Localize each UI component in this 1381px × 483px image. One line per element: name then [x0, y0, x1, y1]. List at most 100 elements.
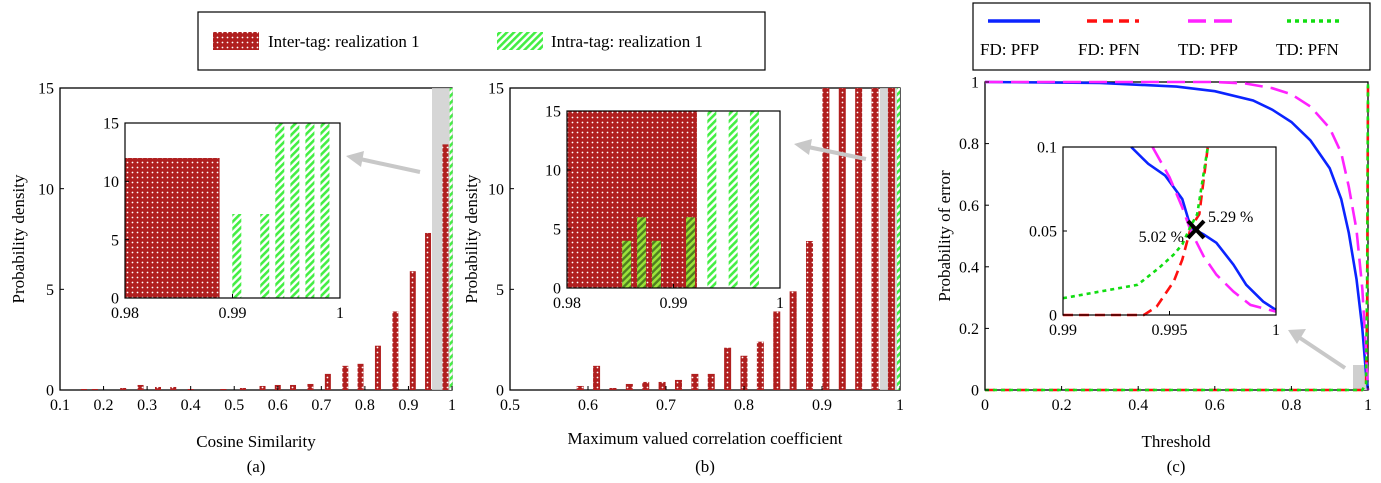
panel-b-ylabel: Probability density	[462, 174, 481, 303]
legend-intra-swatch	[497, 32, 543, 50]
panel-a-inset-xtick-label: 0.99	[219, 305, 247, 322]
panel-b-inset-xtick-label: 0.99	[660, 295, 688, 312]
panel-b-inter-bar	[658, 381, 666, 390]
panel-b-inter-bar	[642, 381, 650, 390]
legend-td-pfn-label: TD: PFN	[1276, 40, 1339, 59]
panel-a-inset-intra-bar	[275, 123, 285, 298]
panel-a-xtick-label: 0.9	[398, 397, 418, 414]
panel-c-ylabel: Probability of error	[935, 170, 954, 302]
panel-b-inter-bar	[855, 88, 863, 390]
panel-a-inset-ytick-label: 0	[111, 291, 119, 308]
panel-a-ytick-label: 10	[38, 181, 54, 198]
panel-c-series-td-pfn	[985, 81, 1370, 392]
panel-a-inter-bar	[290, 384, 297, 390]
crossing-marker	[1186, 219, 1206, 240]
panel-a-inter-bar	[170, 386, 177, 390]
panel-c-ytick-label: 0.4	[959, 259, 979, 276]
panel-c-xtick-label: 0.8	[1281, 397, 1301, 414]
panel-b-inter-bar	[724, 347, 732, 390]
panel-b-inter-bar	[756, 341, 764, 390]
panel-b-inset-intra-bar	[749, 111, 759, 288]
panel-c-inset-series-td-pfn	[1062, 146, 1210, 300]
panel-c-zoom-arrow	[1298, 336, 1347, 370]
panel-a-inset-ytick-label: 5	[111, 232, 119, 249]
panel-c-label: (c)	[1167, 457, 1186, 476]
panel-b-xtick-label: 0.5	[500, 397, 520, 414]
panel-a-zoom-arrow	[359, 157, 421, 174]
panel-c-ytick-label: 0.8	[959, 136, 979, 153]
panel-b-inset-intra-bar	[686, 217, 696, 288]
legend-c: FD: PFP FD: PFN TD: PFP TD: PFN	[972, 2, 1371, 71]
panel-b-inter-bar	[707, 373, 715, 390]
panel-a-inter-bar	[220, 388, 227, 390]
panel-b-inset-ytick-label: 15	[545, 104, 561, 121]
panel-a-xtick-label: 0.5	[224, 397, 244, 414]
panel-b-inter-bar	[593, 365, 601, 390]
panel-a-inter-bar	[259, 385, 266, 390]
panel-a-inter-bar	[442, 144, 449, 390]
panel-c-inset-series-td-pfp	[1151, 146, 1277, 313]
panel-b-xlabel: Maximum valued correlation coefficient	[568, 429, 843, 448]
panel-a-zoom-arrowhead	[346, 151, 364, 167]
panel-a-inter-bar	[307, 383, 314, 390]
panel-a-intra-bar	[449, 88, 453, 390]
panel-b-zoom-arrow	[807, 145, 867, 161]
panel-b-inter-bar	[773, 311, 781, 390]
panel-b-inset-ytick-label: 5	[553, 222, 561, 239]
panel-b-inter-bar	[871, 88, 879, 390]
panel-b-ytick-label: 10	[488, 181, 504, 198]
panel-a-inter-bar	[91, 388, 98, 390]
panel-a-xtick-label: 1	[448, 397, 456, 414]
panel-b-ytick-label: 0	[496, 383, 504, 400]
panel-c-ytick-label: 0.6	[959, 198, 979, 215]
panel-b-xtick-label: 0.6	[578, 397, 598, 414]
panel-b-inset-xtick-label: 0.98	[553, 295, 581, 312]
panel-c-inset-series-fd-pfp	[1130, 146, 1277, 312]
panel-c-xtick-label: 1	[1364, 397, 1372, 414]
legend-fd-pfn-label: FD: PFN	[1078, 40, 1140, 59]
panel-b-inter-bar	[806, 241, 814, 390]
panel-b-intra-bar	[896, 88, 900, 390]
panel-c-inset-series-fd-pfn	[1063, 146, 1210, 317]
panel-a-inset-xtick-label: 0.98	[111, 305, 139, 322]
panel-b-inter-bar	[822, 88, 830, 390]
panel-a-inter-bar	[392, 311, 399, 390]
panel-c-inset-ytick-label: 0.1	[1037, 140, 1057, 157]
panel-a-inset-inter-bar	[125, 158, 220, 298]
panel-b-inset-intra-bar	[651, 240, 661, 288]
panel-a-xtick-label: 0.4	[181, 397, 201, 414]
panel-c-zoom-arrowhead	[1288, 329, 1306, 344]
panel-a-inter-bar	[137, 384, 144, 390]
panel-b-inter-bar	[838, 88, 846, 390]
panel-b-inter-bar	[740, 355, 748, 390]
panel-c-inset-ytick-label: 0	[1049, 308, 1057, 325]
panel-b-inter-bar	[576, 385, 584, 390]
panel-a-inter-bar	[155, 386, 161, 390]
panel-b-inset-xtick-label: 1	[776, 295, 784, 312]
panel-a-xtick-label: 0.8	[355, 397, 375, 414]
panel-c-inset: 0.99 0.995 1 0 0.05 0.1 5.02 % 5.29 %	[1029, 140, 1280, 339]
legend-inter-label: Inter-tag: realization 1	[268, 32, 420, 51]
panel-c-series-fd-pfp	[984, 80, 1370, 391]
panel-b-xtick-label: 1	[896, 397, 904, 414]
panel-b-inset-intra-bar	[728, 111, 738, 288]
panel-a-ytick-label: 0	[46, 383, 54, 400]
panel-a-xtick-label: 0.1	[50, 397, 70, 414]
panel-a-xtick-label: 0.2	[94, 397, 114, 414]
panel-c-xtick-label: 0.6	[1205, 397, 1225, 414]
panel-a-inter-bar	[239, 387, 246, 390]
panel-b-xtick-label: 0.8	[734, 397, 754, 414]
panel-a-inset-ytick-label: 15	[103, 116, 119, 133]
panel-a-inter-bar	[342, 365, 349, 390]
panel-a-inset-intra-bar	[305, 123, 315, 298]
panel-b-inset-ytick-label: 10	[545, 163, 561, 180]
panel-a-inter-bar	[324, 373, 331, 390]
panel-b-inter-bar	[609, 387, 617, 390]
panel-b-ytick-label: 5	[496, 282, 504, 299]
legend-ab: Inter-tag: realization 1 Intra-tag: real…	[197, 11, 766, 71]
legend-inter-swatch	[213, 32, 259, 50]
